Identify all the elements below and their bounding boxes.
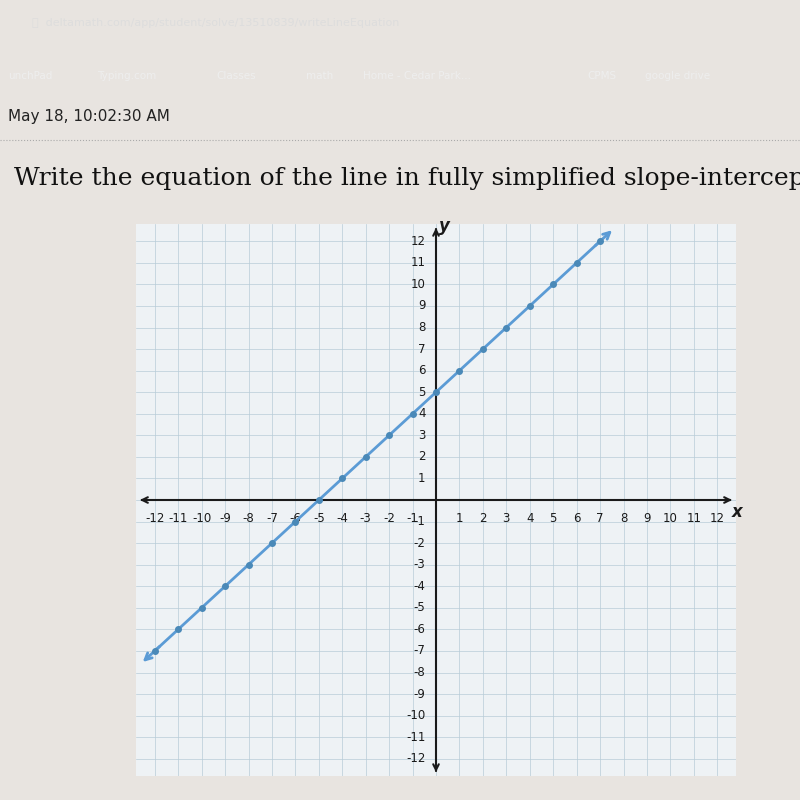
Text: -9: -9 [219,512,231,525]
Text: 5: 5 [418,386,426,398]
Text: 8: 8 [418,321,426,334]
Text: -12: -12 [406,752,426,766]
Text: 4: 4 [418,407,426,420]
Text: 10: 10 [410,278,426,291]
Text: -10: -10 [192,512,211,525]
Text: 1: 1 [418,472,426,485]
Text: 11: 11 [410,256,426,270]
Text: math: math [306,71,333,81]
Text: 11: 11 [686,512,702,525]
Text: 7: 7 [418,342,426,355]
Text: 9: 9 [418,299,426,313]
Text: -9: -9 [414,687,426,701]
Text: -10: -10 [406,709,426,722]
Text: -6: -6 [414,623,426,636]
Text: 10: 10 [663,512,678,525]
Text: CPMS: CPMS [587,71,616,81]
Text: -8: -8 [242,512,254,525]
Text: y: y [438,217,450,235]
Text: 1: 1 [456,512,463,525]
Text: -12: -12 [145,512,165,525]
Text: -5: -5 [313,512,325,525]
Text: -8: -8 [414,666,426,679]
Text: unchPad: unchPad [8,71,52,81]
Text: Typing.com: Typing.com [97,71,156,81]
Text: -2: -2 [383,512,395,525]
Text: 6: 6 [418,364,426,377]
Text: -7: -7 [266,512,278,525]
Text: 3: 3 [502,512,510,525]
Text: 6: 6 [573,512,580,525]
Text: x: x [732,503,742,521]
Text: Write the equation of the line in fully simplified slope-intercept form.: Write the equation of the line in fully … [14,166,800,190]
Text: -1: -1 [406,512,418,525]
Text: -2: -2 [414,537,426,550]
Text: 🔒  deltamath.com/app/student/solve/13510839/writeLineEquation: 🔒 deltamath.com/app/student/solve/135108… [32,18,399,28]
Text: -3: -3 [414,558,426,571]
Text: 2: 2 [418,450,426,463]
Text: 8: 8 [620,512,627,525]
Text: google drive: google drive [645,71,710,81]
Text: -4: -4 [414,580,426,593]
Text: 9: 9 [643,512,650,525]
Text: -11: -11 [406,730,426,744]
Text: -11: -11 [169,512,188,525]
Text: 4: 4 [526,512,534,525]
Text: 12: 12 [710,512,725,525]
Text: 3: 3 [418,429,426,442]
Text: -3: -3 [360,512,371,525]
Text: -6: -6 [290,512,302,525]
Text: 2: 2 [479,512,486,525]
Text: 12: 12 [410,234,426,248]
Text: 5: 5 [550,512,557,525]
Text: Classes: Classes [217,71,257,81]
Text: Home - Cedar Park...: Home - Cedar Park... [363,71,471,81]
Text: -7: -7 [414,645,426,658]
Text: 7: 7 [596,512,604,525]
Text: -1: -1 [414,515,426,528]
Text: -4: -4 [336,512,348,525]
Text: May 18, 10:02:30 AM: May 18, 10:02:30 AM [8,109,170,123]
Text: -5: -5 [414,602,426,614]
